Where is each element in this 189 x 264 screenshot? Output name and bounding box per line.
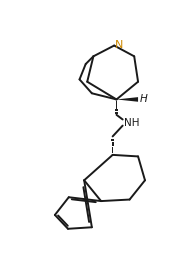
Text: H: H	[140, 95, 147, 105]
Text: NH: NH	[124, 117, 140, 128]
Polygon shape	[116, 97, 138, 102]
Text: N: N	[115, 40, 123, 50]
